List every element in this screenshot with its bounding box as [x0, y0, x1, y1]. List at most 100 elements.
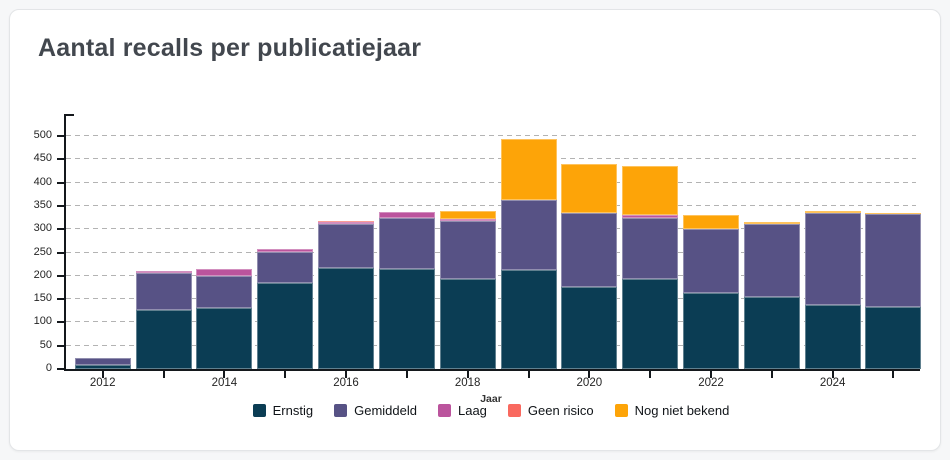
bar-segment-gemiddeld[interactable] — [135, 273, 192, 310]
bar-segment-gemiddeld[interactable] — [257, 252, 314, 283]
bar-2024[interactable] — [804, 211, 861, 369]
gridline — [66, 204, 916, 206]
bar-segment-laag[interactable] — [622, 215, 679, 218]
bar-segment-gemiddeld[interactable] — [804, 212, 861, 305]
bar-segment-gemiddeld[interactable] — [378, 218, 435, 270]
bar-segment-gemiddeld[interactable] — [318, 223, 375, 268]
legend-item-laag[interactable]: Laag — [437, 403, 487, 418]
bar-segment-laag[interactable] — [135, 271, 192, 274]
bar-segment-nog-niet-bekend[interactable] — [439, 211, 496, 219]
gridline — [66, 181, 916, 183]
bar-2020[interactable] — [561, 163, 618, 369]
y-tick-label: 400 — [33, 175, 52, 188]
bar-segment-ernstig[interactable] — [439, 278, 496, 369]
y-axis-tick — [57, 228, 64, 231]
y-axis-tick — [57, 158, 64, 161]
bar-segment-nog-niet-bekend[interactable] — [561, 163, 618, 213]
bar-2014[interactable] — [196, 269, 253, 369]
bar-segment-laag[interactable] — [318, 222, 375, 224]
gridline — [66, 135, 916, 136]
bar-segment-gemiddeld[interactable] — [500, 199, 557, 271]
bar-segment-gemiddeld[interactable] — [74, 358, 131, 366]
legend-swatch-icon — [334, 404, 348, 417]
bar-segment-ernstig[interactable] — [318, 267, 375, 369]
bar-segment-laag[interactable] — [257, 249, 314, 253]
x-axis-tick — [466, 371, 469, 378]
bar-segment-ernstig[interactable] — [196, 307, 253, 369]
y-tick-label: 0 — [45, 362, 52, 374]
bar-segment-gemiddeld[interactable] — [196, 275, 253, 308]
bar-segment-nog-niet-bekend[interactable] — [743, 221, 800, 225]
x-axis-line — [64, 369, 920, 371]
y-tick-label: 500 — [33, 129, 52, 141]
x-axis-tick — [405, 371, 408, 378]
bar-2016[interactable] — [318, 220, 375, 369]
legend-item-label: Geen risico — [527, 403, 594, 418]
x-axis-tick — [710, 371, 712, 378]
bar-segment-ernstig[interactable] — [378, 269, 435, 369]
bar-segment-nog-niet-bekend[interactable] — [500, 138, 557, 200]
gridline — [66, 158, 916, 160]
y-tick-label: 250 — [33, 245, 52, 258]
legend-item-geen-risico[interactable]: Geen risico — [507, 403, 594, 418]
chart-title: Aantal recalls per publicatiejaar — [38, 34, 422, 62]
bar-segment-laag[interactable] — [439, 218, 496, 221]
y-tick-label: 200 — [33, 268, 52, 281]
bar-2017[interactable] — [378, 211, 435, 369]
bar-segment-geen-risico[interactable] — [318, 220, 375, 223]
bar-segment-gemiddeld[interactable] — [743, 224, 800, 297]
bar-segment-laag[interactable] — [378, 211, 435, 219]
x-axis-tick — [223, 371, 226, 378]
bar-2021[interactable] — [622, 166, 679, 369]
bar-segment-ernstig[interactable] — [257, 282, 314, 369]
x-axis-tick — [770, 371, 773, 378]
bar-2015[interactable] — [257, 249, 314, 369]
y-axis-tick — [57, 298, 64, 301]
bar-segment-ernstig[interactable] — [865, 307, 922, 369]
y-axis-tick — [57, 321, 64, 324]
bar-segment-ernstig[interactable] — [683, 292, 739, 369]
bar-2023[interactable] — [743, 221, 800, 369]
bar-segment-ernstig[interactable] — [74, 365, 131, 369]
x-axis-tick — [284, 371, 287, 378]
bar-segment-nog-niet-bekend[interactable] — [622, 166, 679, 216]
bar-2022[interactable] — [683, 215, 739, 369]
x-tick-label: 2014 — [211, 377, 238, 389]
y-tick-label: 100 — [33, 315, 52, 328]
bar-segment-nog-niet-bekend[interactable] — [683, 215, 739, 230]
bar-segment-ernstig[interactable] — [500, 270, 557, 369]
legend-item-gemiddeld[interactable]: Gemiddeld — [334, 403, 417, 418]
bar-2012[interactable] — [74, 358, 131, 369]
x-tick-label: 2022 — [698, 377, 724, 389]
bar-segment-ernstig[interactable] — [804, 304, 861, 369]
bar-2019[interactable] — [500, 138, 557, 369]
bar-segment-gemiddeld[interactable] — [865, 213, 922, 308]
bar-segment-nog-niet-bekend[interactable] — [804, 211, 861, 213]
legend-item-label: Nog niet bekend — [634, 403, 730, 418]
bar-2025[interactable] — [865, 212, 922, 369]
chart-card: Aantal recalls per publicatiejaar Jaar 0… — [9, 9, 941, 451]
bar-segment-ernstig[interactable] — [622, 278, 679, 369]
bar-segment-ernstig[interactable] — [135, 309, 192, 369]
bar-segment-gemiddeld[interactable] — [622, 217, 679, 279]
bar-segment-gemiddeld[interactable] — [561, 212, 618, 287]
legend-swatch-icon — [614, 404, 628, 417]
bar-segment-gemiddeld[interactable] — [683, 229, 739, 293]
x-axis-tick — [345, 371, 348, 378]
legend-item-ernstig[interactable]: Ernstig — [252, 403, 313, 418]
y-axis-tick — [57, 135, 64, 137]
x-axis-tick — [831, 371, 834, 378]
bar-2018[interactable] — [439, 211, 496, 369]
legend-item-nog-niet-bekend[interactable]: Nog niet bekend — [614, 403, 730, 418]
bar-segment-ernstig[interactable] — [561, 286, 618, 369]
bar-segment-ernstig[interactable] — [743, 296, 800, 369]
bar-segment-gemiddeld[interactable] — [439, 220, 496, 279]
bar-segment-laag[interactable] — [196, 269, 253, 276]
y-axis-tick — [57, 368, 64, 370]
recalls-stacked-bar-chart: Jaar 0 50 100 150 200 250 300 350 400 450 500 2012 2… — [34, 114, 922, 405]
legend-item-label: Laag — [457, 403, 487, 418]
y-tick-label: 300 — [33, 222, 52, 235]
bar-2013[interactable] — [135, 271, 192, 369]
y-axis-tick — [57, 344, 64, 347]
bar-segment-nog-niet-bekend[interactable] — [865, 212, 922, 214]
